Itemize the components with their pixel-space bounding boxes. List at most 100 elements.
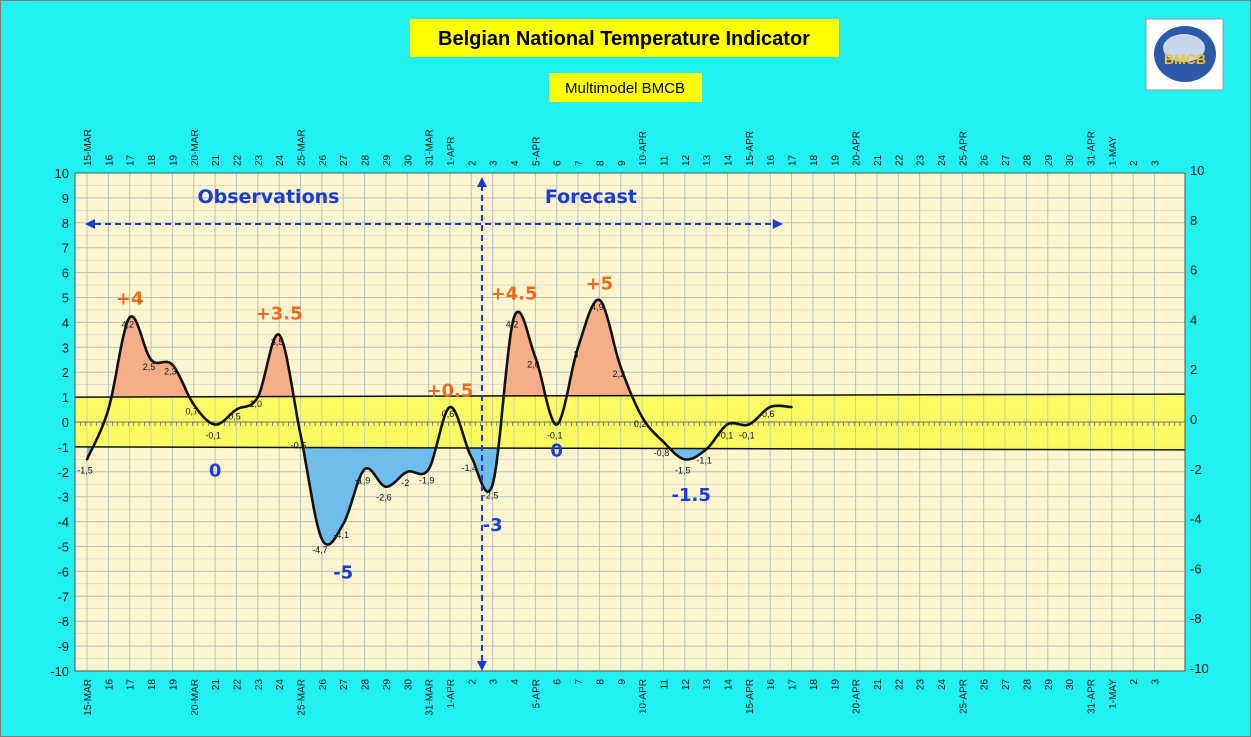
data-label: -0,1 — [205, 430, 221, 440]
band-lower-line — [74, 446, 1186, 451]
data-point — [640, 415, 644, 419]
data-point — [342, 522, 345, 526]
x-tick-label-top: 31-MAR — [425, 129, 436, 166]
data-point — [747, 423, 751, 426]
x-tick-label-bottom: 15-APR — [745, 679, 756, 714]
x-tick-label-top: 15-APR — [745, 131, 756, 166]
y-tick-label-left: 6 — [62, 266, 69, 281]
x-tick-label-top: 4 — [510, 160, 521, 166]
data-label: -2 — [401, 478, 409, 488]
x-tick-label-top: 14 — [724, 154, 735, 166]
x-tick-label-bottom: 11 — [659, 679, 670, 690]
x-tick-label-top: 28 — [361, 154, 372, 166]
warm-peak-label: +3.5 — [256, 303, 303, 324]
x-tick-label-bottom: 21 — [211, 679, 222, 691]
y-tick-label-right: 0 — [1190, 412, 1197, 427]
x-tick-label-top: 2 — [1129, 160, 1140, 166]
data-label: -0,1 — [739, 430, 755, 440]
chart-subtitle: Multimodel BMCB — [565, 80, 685, 97]
data-label: 2,3 — [164, 367, 177, 377]
subtitle-box — [549, 73, 702, 102]
cold-anomaly-area — [303, 447, 436, 545]
data-label: -2,5 — [483, 490, 499, 500]
data-label: -1,4 — [462, 463, 478, 473]
x-tick-label-top: 30 — [403, 154, 414, 166]
x-tick-label-bottom: 20-APR — [852, 679, 863, 714]
y-tick-label-right: -4 — [1190, 512, 1202, 527]
data-label: 0,7 — [185, 407, 198, 417]
x-tick-label-bottom: 16 — [766, 679, 777, 691]
x-tick-label-bottom: 4 — [510, 679, 521, 685]
x-tick-label-top: 17 — [126, 154, 137, 166]
y-tick-label-left: 2 — [62, 365, 69, 380]
data-point — [235, 408, 238, 411]
x-tick-label-top: 27 — [339, 154, 350, 166]
y-tick-label-right: 2 — [1190, 362, 1197, 377]
data-label: -0,1 — [718, 430, 734, 440]
data-label: -0,8 — [654, 448, 670, 458]
x-tick-label-bottom: 22 — [232, 679, 243, 691]
data-label: 3 — [574, 349, 579, 359]
x-tick-label-bottom: 1-APR — [446, 679, 457, 708]
x-tick-label-top: 8 — [595, 160, 606, 166]
data-label: -4,1 — [333, 530, 349, 540]
data-label: 2,6 — [527, 359, 540, 369]
plot-border — [74, 172, 1186, 672]
data-point — [256, 395, 259, 399]
x-tick-label-bottom: 22 — [894, 679, 905, 691]
x-tick-label-top: 27 — [1001, 154, 1012, 166]
x-tick-label-top: 20-APR — [852, 131, 863, 166]
warm-peak-label: +4 — [116, 289, 144, 310]
warm-anomaly-area — [111, 316, 189, 398]
warm-anomaly-area — [504, 311, 546, 396]
warm-peak-label: +4.5 — [491, 284, 538, 305]
data-point — [726, 423, 729, 426]
x-tick-label-top: 3 — [489, 160, 500, 166]
y-tick-label-right: -2 — [1190, 462, 1202, 477]
y-tick-label-left: -1 — [57, 440, 69, 455]
x-tick-label-bottom: 27 — [339, 679, 350, 691]
x-tick-label-top: 19 — [830, 154, 841, 166]
x-tick-label-bottom: 31-APR — [1086, 679, 1097, 714]
x-tick-label-top: 30 — [1065, 154, 1076, 166]
chart-title: Belgian National Temperature Indicator — [438, 28, 810, 50]
data-label: 1,0 — [250, 399, 263, 409]
x-tick-label-top: 7 — [574, 160, 585, 166]
x-tick-label-top: 25-APR — [958, 131, 969, 166]
y-tick-label-left: 7 — [62, 241, 69, 256]
logo-text: BMCB — [1164, 51, 1206, 67]
x-tick-label-bottom: 27 — [1001, 679, 1012, 691]
y-tick-label-left: 0 — [62, 415, 69, 430]
data-point — [406, 470, 409, 473]
y-tick-label-left: -7 — [57, 589, 69, 604]
data-point — [192, 403, 195, 406]
x-tick-label-top: 29 — [1044, 154, 1055, 166]
divider-arrowhead-top — [476, 177, 487, 187]
x-tick-label-bottom: 5-APR — [531, 679, 542, 708]
x-tick-label-top: 16 — [766, 154, 777, 166]
y-tick-label-right: 6 — [1190, 263, 1197, 278]
data-point — [427, 468, 430, 471]
data-point — [299, 433, 302, 436]
x-tick-label-top: 16 — [104, 154, 115, 166]
x-tick-label-top: 1-APR — [446, 137, 457, 166]
x-tick-label-top: 2 — [467, 160, 478, 166]
data-point — [171, 363, 174, 366]
x-tick-label-bottom: 16 — [104, 679, 115, 691]
cold-trough-label: -5 — [333, 562, 353, 583]
data-label: 2,2 — [612, 369, 625, 379]
x-tick-label-bottom: 18 — [809, 679, 820, 691]
x-tick-label-top: 17 — [788, 154, 799, 166]
data-point — [448, 405, 452, 409]
period-arrowhead-left — [85, 219, 95, 230]
x-tick-label-bottom: 24 — [275, 679, 286, 691]
data-point — [704, 448, 708, 451]
x-tick-label-bottom: 26 — [318, 679, 329, 691]
period-arrowhead-right — [772, 219, 783, 230]
x-tick-label-bottom: 6 — [553, 679, 564, 685]
warm-peak-label: +0.5 — [426, 381, 473, 402]
x-tick-label-bottom: 20-MAR — [190, 679, 201, 716]
x-tick-label-bottom: 30 — [403, 679, 414, 691]
cold-trough-label: 0 — [209, 460, 222, 481]
data-label: -1,9 — [419, 475, 435, 485]
